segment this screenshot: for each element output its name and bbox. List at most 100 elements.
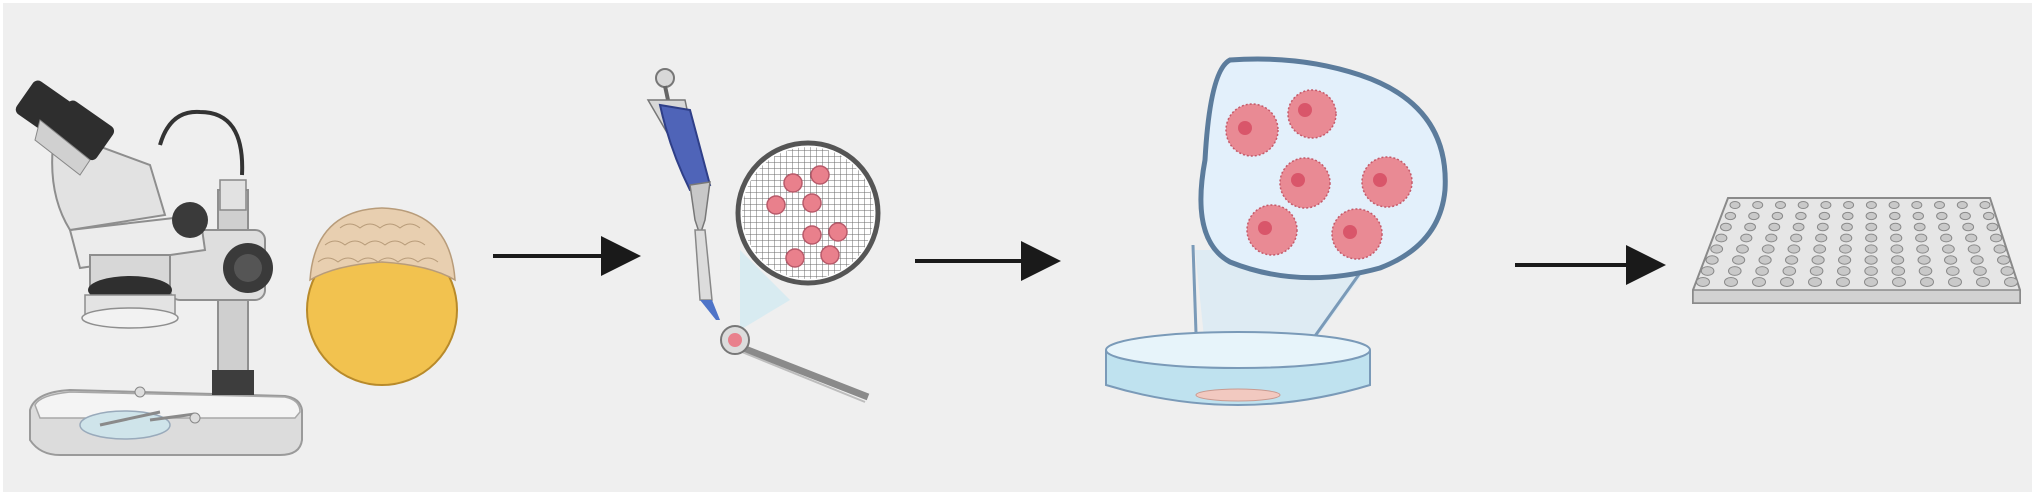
well (1944, 255, 1958, 265)
well (1839, 244, 1852, 254)
well (1765, 233, 1778, 243)
well (1973, 266, 1987, 276)
well (1838, 255, 1852, 265)
well (1729, 201, 1741, 209)
well (1808, 277, 1822, 287)
well (1956, 201, 1968, 209)
well (1696, 277, 1710, 287)
well (1768, 222, 1781, 232)
well (1983, 211, 1995, 221)
well (1724, 277, 1738, 287)
well (1736, 244, 1749, 254)
well (2000, 266, 2015, 276)
well (1942, 244, 1955, 254)
well (1891, 266, 1906, 276)
well (1934, 201, 1945, 209)
well (1720, 222, 1732, 232)
well (1864, 266, 1878, 276)
well (1913, 222, 1926, 232)
well (1752, 201, 1764, 209)
well (1965, 233, 1978, 243)
micropipette-icon (646, 68, 720, 320)
grid-magnifier-icon (735, 140, 881, 330)
well (1740, 233, 1753, 243)
well (1864, 277, 1878, 287)
well (1761, 244, 1775, 254)
well (1920, 277, 1934, 287)
well (1744, 222, 1756, 232)
well (1836, 277, 1850, 287)
well (1912, 211, 1925, 221)
well (1864, 255, 1878, 265)
well (1782, 266, 1797, 276)
well (1780, 277, 1794, 287)
well (1815, 233, 1828, 243)
well (1970, 255, 1984, 265)
well (1813, 244, 1827, 254)
well (1915, 233, 1928, 243)
well (1889, 211, 1901, 221)
petri-dish-icon (1105, 331, 1371, 406)
well (1865, 233, 1878, 243)
cell-group (1225, 89, 1413, 260)
well (1755, 266, 1769, 276)
well (1841, 222, 1853, 232)
well (1705, 255, 1719, 265)
well (1990, 233, 2003, 243)
well (1997, 255, 2011, 265)
well (1962, 222, 1975, 232)
well (1889, 222, 1902, 232)
well (1986, 222, 1999, 232)
well (1864, 244, 1878, 254)
well (1809, 266, 1824, 276)
well (1790, 233, 1803, 243)
well (1911, 201, 1923, 209)
well (1993, 244, 2007, 254)
well (1785, 255, 1799, 265)
forceps-icon (720, 325, 870, 403)
well (1940, 233, 1953, 243)
well (1840, 233, 1853, 243)
well (1715, 233, 1728, 243)
well (1787, 244, 1801, 254)
well (2004, 277, 2018, 287)
well (1865, 222, 1878, 232)
well (1842, 211, 1854, 221)
well (1710, 244, 1724, 254)
well (1811, 255, 1825, 265)
well (1792, 222, 1805, 232)
well (1758, 255, 1772, 265)
well (1979, 201, 1991, 209)
well (1820, 201, 1832, 209)
well (1892, 277, 1906, 287)
well (1775, 201, 1786, 209)
well (1946, 266, 1960, 276)
well (1837, 266, 1851, 276)
well (1818, 211, 1831, 221)
well (1890, 244, 1904, 254)
well (1959, 211, 1971, 221)
well (1700, 266, 1715, 276)
well (1918, 266, 1933, 276)
well (1865, 211, 1878, 221)
96-well-plate-icon (1692, 197, 2021, 304)
well (1732, 255, 1746, 265)
well (1816, 222, 1829, 232)
well (1888, 201, 1900, 209)
well (1976, 277, 1990, 287)
stereo-microscope-icon (15, 80, 303, 456)
well (1936, 211, 1948, 221)
well (1724, 211, 1737, 221)
well (1890, 233, 1903, 243)
embryo-icon (306, 207, 458, 386)
well (1891, 255, 1905, 265)
well (1967, 244, 1981, 254)
well (1752, 277, 1766, 287)
well (1748, 211, 1760, 221)
well (1938, 222, 1950, 232)
well (1797, 201, 1809, 209)
well (1865, 201, 1877, 209)
well (1728, 266, 1742, 276)
